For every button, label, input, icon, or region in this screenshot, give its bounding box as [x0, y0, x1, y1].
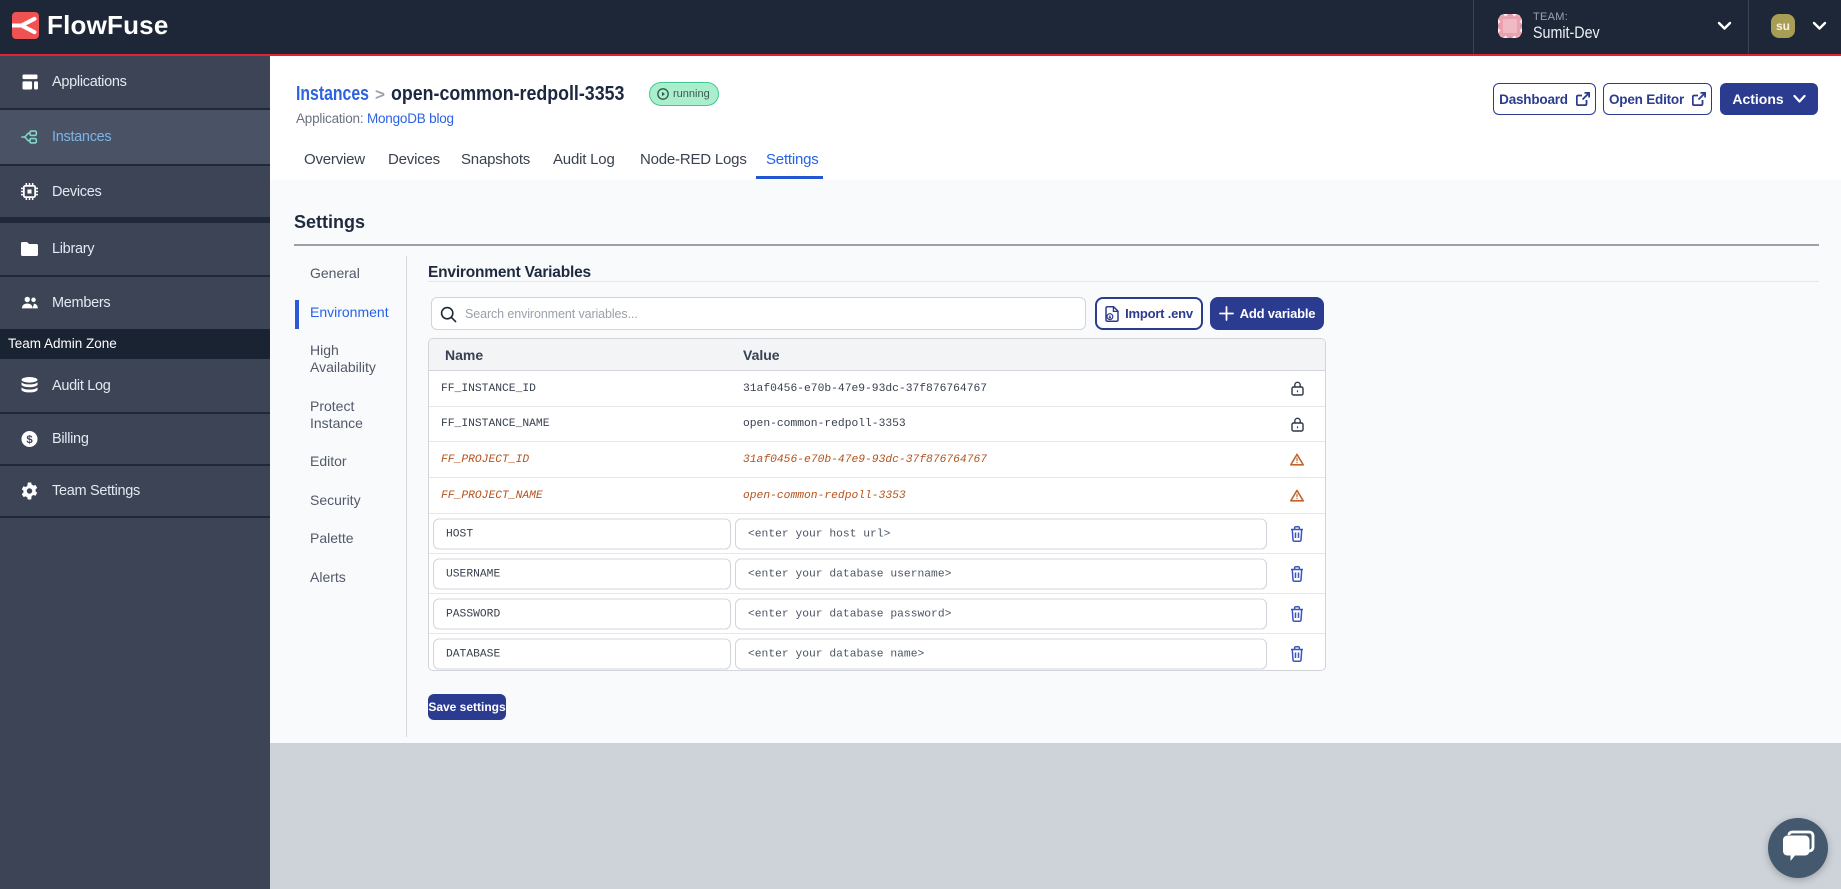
svg-text:$: $: [26, 434, 33, 446]
